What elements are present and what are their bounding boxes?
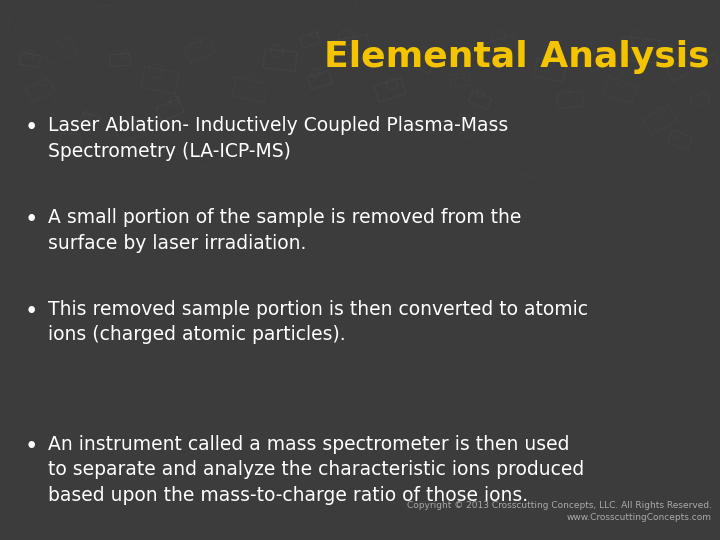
Text: •: • — [25, 300, 38, 323]
Text: Laser Ablation- Inductively Coupled Plasma-Mass
Spectrometry (LA-ICP-MS): Laser Ablation- Inductively Coupled Plas… — [48, 116, 508, 161]
Text: This removed sample portion is then converted to atomic
ions (charged atomic par: This removed sample portion is then conv… — [48, 300, 588, 345]
Text: Copyright © 2013 Crosscutting Concepts, LLC. All Rights Reserved.
www.Crosscutti: Copyright © 2013 Crosscutting Concepts, … — [407, 501, 712, 522]
Text: Elemental Analysis: Elemental Analysis — [325, 40, 710, 74]
Text: •: • — [25, 435, 38, 458]
Text: A small portion of the sample is removed from the
surface by laser irradiation.: A small portion of the sample is removed… — [48, 208, 521, 253]
Text: •: • — [25, 116, 38, 139]
Text: •: • — [25, 208, 38, 231]
Text: An instrument called a mass spectrometer is then used
to separate and analyze th: An instrument called a mass spectrometer… — [48, 435, 584, 505]
